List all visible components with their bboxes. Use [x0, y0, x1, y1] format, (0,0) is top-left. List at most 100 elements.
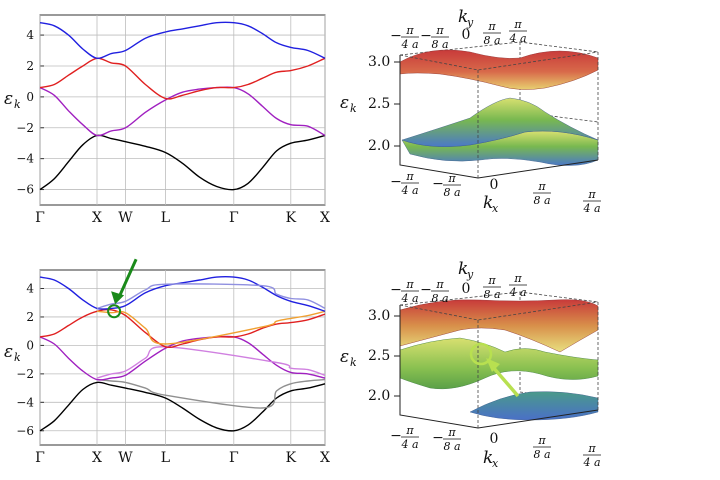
br-zlabel-main: ε: [340, 347, 349, 367]
bl-series-band1: [39, 381, 326, 432]
br-ky-tick-1-den: 8 a: [431, 292, 448, 305]
br-kx-tick-1-sign: −: [432, 430, 444, 446]
tr-kx-tick-3: π8 a: [533, 180, 551, 207]
br-ky-tick-3: π8 a: [483, 274, 501, 301]
bl-series-band2: [39, 335, 326, 381]
tr-ky-tick-2-value: 0: [462, 27, 471, 43]
tr-ztick-2-5: 2.5: [368, 96, 390, 112]
br-marker-arrow: [490, 364, 520, 398]
br-kx-tick-0-den: 4 a: [400, 438, 418, 451]
tl-xtick-label-2: W: [118, 210, 133, 226]
bl-ylabel-main: ε: [4, 342, 13, 362]
tr-kx-ticks: − π4 a − π8 a 0 π8 a π4 a: [390, 170, 601, 215]
br-ky-tick-2: 0: [462, 281, 471, 297]
tr-ky-tick-1-sign: −: [420, 28, 432, 44]
tr-box-front-edge: [399, 55, 599, 179]
bl-plot-frame: [39, 269, 326, 446]
tr-zlabel-main: ε: [340, 93, 349, 113]
bl-xtick-label-0: Γ: [35, 450, 45, 466]
tr-ky-tick-0-den: 4 a: [400, 38, 418, 51]
tr-box-back-floor: [519, 111, 599, 123]
tr-kx-tick-1-sign: −: [432, 176, 444, 192]
tl-plot-frame: [39, 14, 326, 206]
tr-ky-label-sub: y: [466, 16, 474, 29]
br-ky-label-main: k: [458, 259, 468, 279]
br-kx-tick-3: π8 a: [533, 434, 551, 461]
tl-ylabel: ε k: [4, 89, 21, 111]
tr-lower-band-surface-top: [401, 97, 599, 147]
bl-ytick-label-4: 2: [26, 310, 34, 324]
tr-ky-tick-4-num: π: [513, 18, 522, 31]
tr-kx-tick-2-value: 0: [490, 177, 499, 193]
tl-series-band2: [39, 86, 326, 137]
tr-kx-tick-1: − π8 a: [432, 172, 461, 199]
tr-kx-tick-4-num: π: [587, 188, 596, 201]
bl-ylabel: ε k: [4, 342, 21, 364]
br-lower-band-surface: [469, 391, 599, 421]
tr-ky-label-main: k: [458, 7, 468, 27]
br-kx-tick-3-den: 8 a: [533, 448, 550, 461]
tr-kx-tick-0-den: 4 a: [400, 184, 418, 197]
bl-ytick-label-3: 0: [26, 338, 34, 352]
br-kx-tick-3-num: π: [537, 434, 546, 447]
br-ky-tick-1: − π8 a: [420, 278, 449, 305]
tl-series-band4: [39, 21, 326, 60]
bl-marker-arrowhead: [111, 291, 125, 305]
br-kx-tick-1-den: 8 a: [443, 440, 460, 453]
tr-ky-tick-0: − π4 a: [390, 24, 419, 51]
br-ky-tick-1-sign: −: [420, 282, 432, 298]
br-kx-ticks: − π4 a − π8 a 0 π8 a π4 a: [390, 424, 601, 469]
tr-kx-tick-4-den: 4 a: [582, 202, 600, 215]
bl-xtick-label-1: X: [92, 450, 102, 466]
br-kx-tick-1-num: π: [447, 426, 456, 439]
br-upper-band-surface: [399, 299, 599, 353]
tl-ylabel-sub: k: [14, 98, 21, 111]
bl-marker-circle: [107, 304, 122, 319]
tl-ytick-label-3: 0: [26, 90, 34, 104]
br-middle-band-surface: [399, 337, 599, 390]
tr-ky-tick-3: π8 a: [483, 20, 501, 47]
bl-ylabel-sub: k: [14, 351, 21, 364]
br-ky-tick-0: − π4 a: [390, 278, 419, 305]
br-marker-arrowhead: [486, 358, 500, 372]
tr-ky-tick-2: 0: [462, 27, 471, 43]
br-kx-label-sub: x: [492, 457, 499, 470]
br-kx-tick-2: 0: [490, 431, 499, 447]
tl-ylabel-main: ε: [4, 89, 13, 109]
tr-ztick-3: 3.0: [368, 54, 390, 70]
tr-zlabel-sub: k: [350, 102, 357, 115]
tl-ytick-label-2: −2: [16, 121, 34, 135]
tl-series-band1: [39, 134, 326, 191]
tr-kx-tick-0-sign: −: [390, 174, 402, 190]
br-ky-tick-4: π4 a: [508, 272, 527, 299]
tr-ky-tick-3-num: π: [487, 20, 496, 33]
bl-ytick-label-0: −6: [16, 424, 34, 438]
br-ky-tick-0-sign: −: [390, 282, 402, 298]
bl-xtick-label-4: Γ: [229, 450, 239, 466]
br-ztick-2: 2.0: [368, 388, 390, 404]
tl-xtick-label-5: K: [286, 210, 297, 226]
bl-series-band4: [39, 276, 326, 312]
tl-xtick-label-4: Γ: [229, 210, 239, 226]
br-ztick-3: 3.0: [368, 308, 390, 324]
br-kx-tick-4-den: 4 a: [582, 456, 600, 469]
bl-xtick-label-3: L: [161, 450, 170, 466]
tl-ytick-label-0: −6: [16, 183, 34, 197]
tr-ky-tick-0-sign: −: [390, 28, 402, 44]
br-ky-tick-4-den: 4 a: [508, 286, 526, 299]
tl-ytick-label-1: −4: [16, 152, 34, 166]
bl-xtick-label-2: W: [118, 450, 133, 466]
br-kx-tick-0-num: π: [405, 424, 414, 437]
br-kx-tick-0: − π4 a: [390, 424, 419, 451]
tl-xtick-label-3: L: [161, 210, 170, 226]
br-kx-tick-4: π4 a: [582, 442, 601, 469]
br-kx-tick-2-value: 0: [490, 431, 499, 447]
br-marker-circle: [469, 342, 493, 366]
bl-series-band3: [39, 308, 326, 349]
br-box-front-edge: [399, 305, 599, 429]
br-ky-tick-3-num: π: [487, 274, 496, 287]
